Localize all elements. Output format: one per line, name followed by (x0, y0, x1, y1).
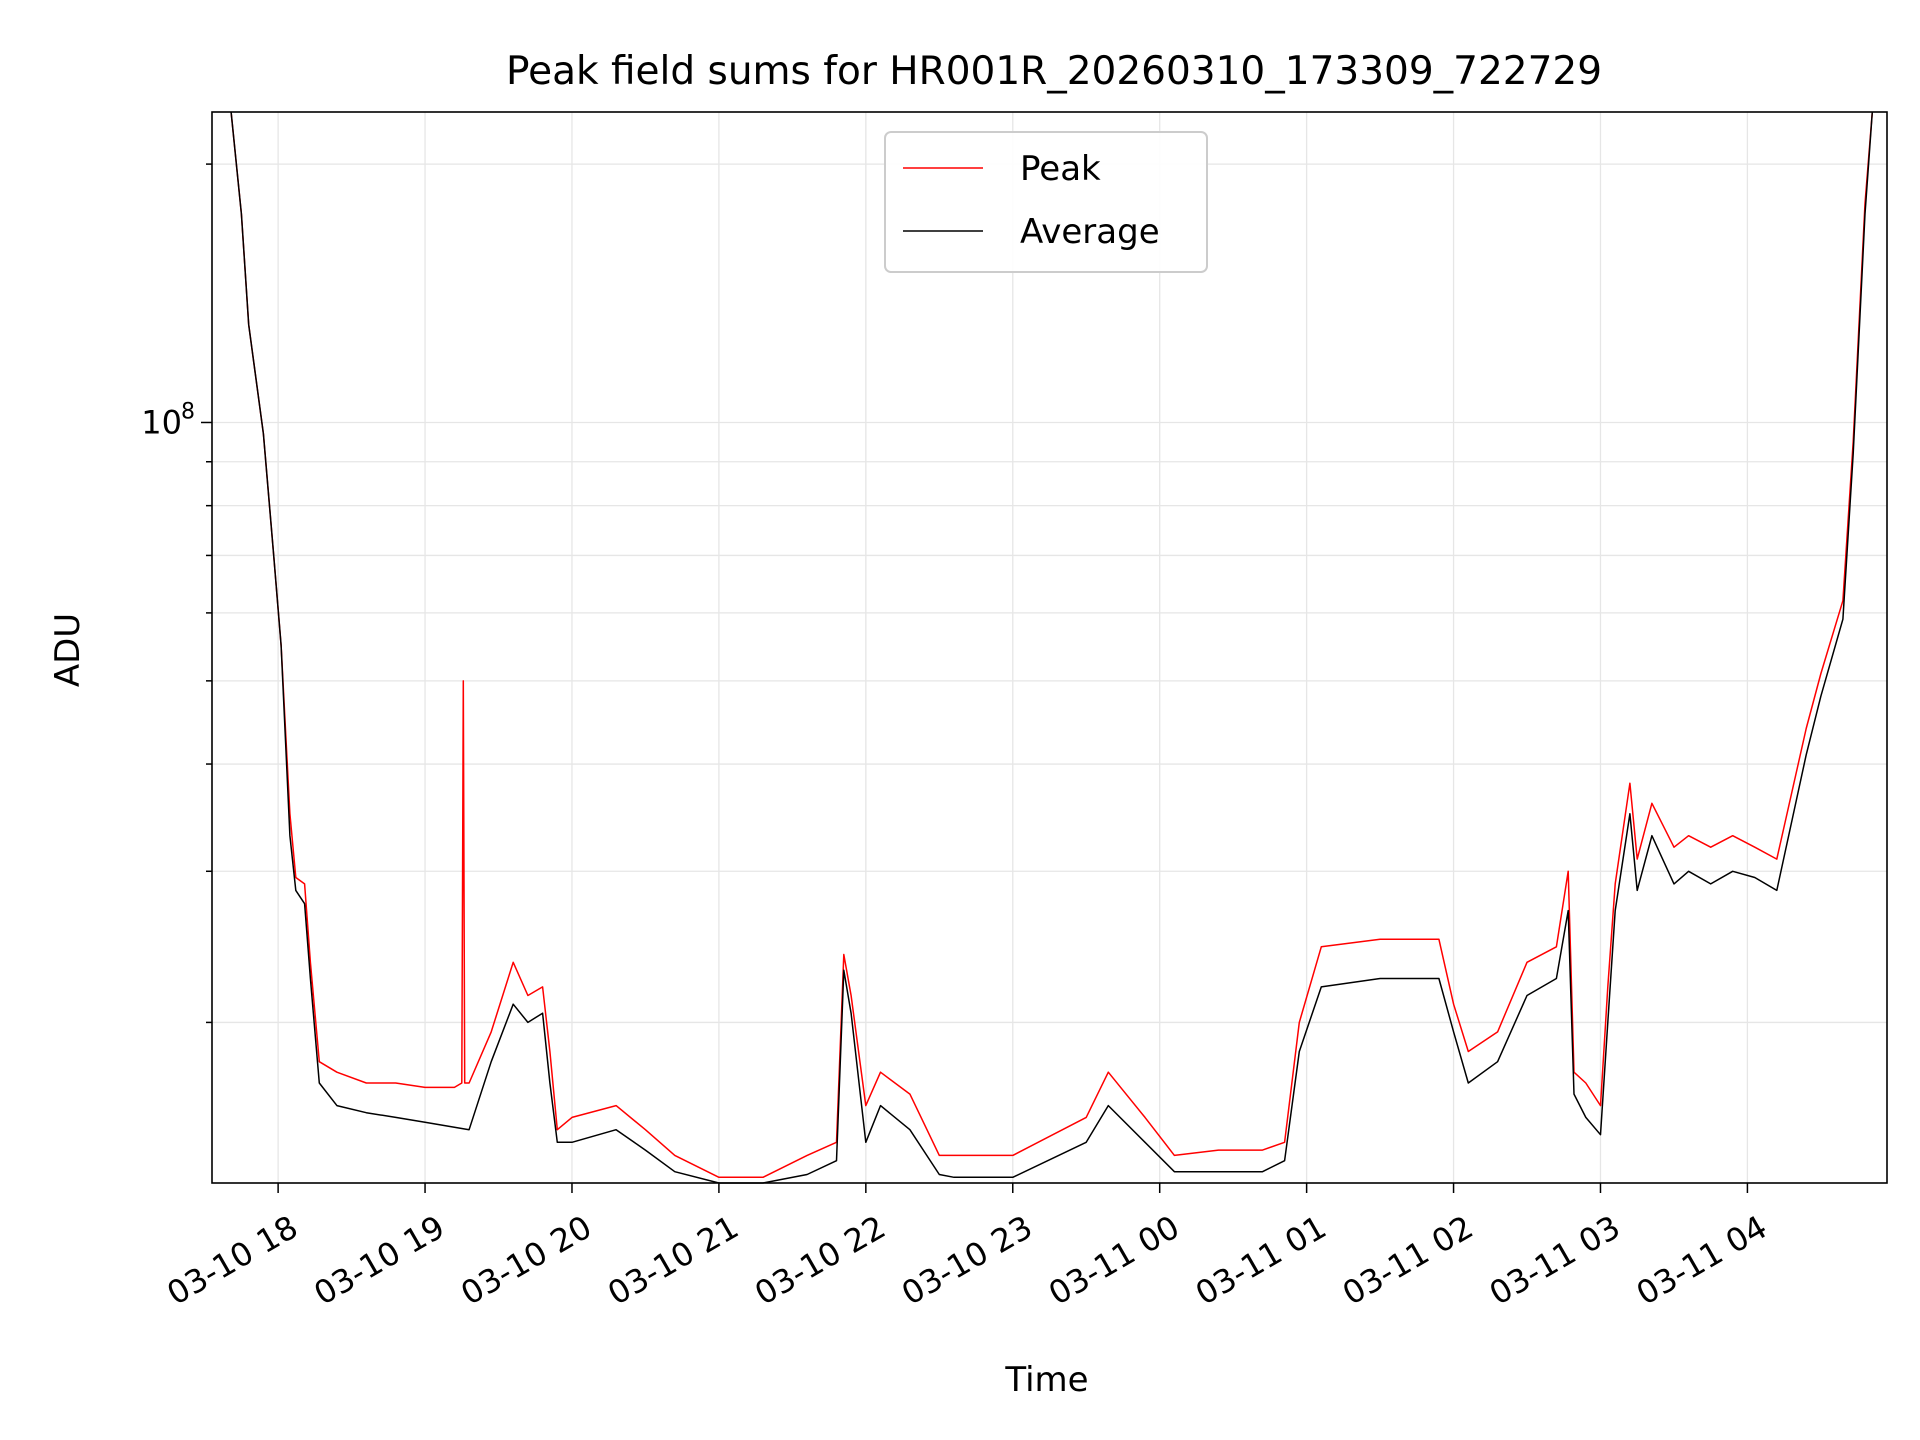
y-tick-label: 10 (141, 403, 182, 441)
legend: Peak Average (884, 131, 1208, 273)
series-line-peak (230, 111, 1874, 1179)
chart-title: Peak field sums for HR001R_20260310_1733… (506, 49, 1602, 94)
grid (212, 112, 1887, 1183)
y-axis-label: ADU (48, 613, 88, 687)
axes-frame (211, 111, 1888, 1184)
legend-label-peak: Peak (1020, 149, 1101, 189)
y-tick-label-exponent: 8 (181, 399, 195, 424)
legend-box (884, 131, 1208, 273)
y-axis-ticks: 10 8 (141, 163, 212, 1024)
plot-area: 03-10 18 03-10 19 03-10 20 03-10 21 03-10 22… (141, 111, 1888, 1313)
legend-label-average: Average (1020, 212, 1160, 252)
x-axis-label: Time (1004, 1360, 1088, 1400)
series-line-average (230, 111, 1874, 1184)
plot-background (212, 112, 1887, 1183)
series-lines (230, 111, 1874, 1184)
